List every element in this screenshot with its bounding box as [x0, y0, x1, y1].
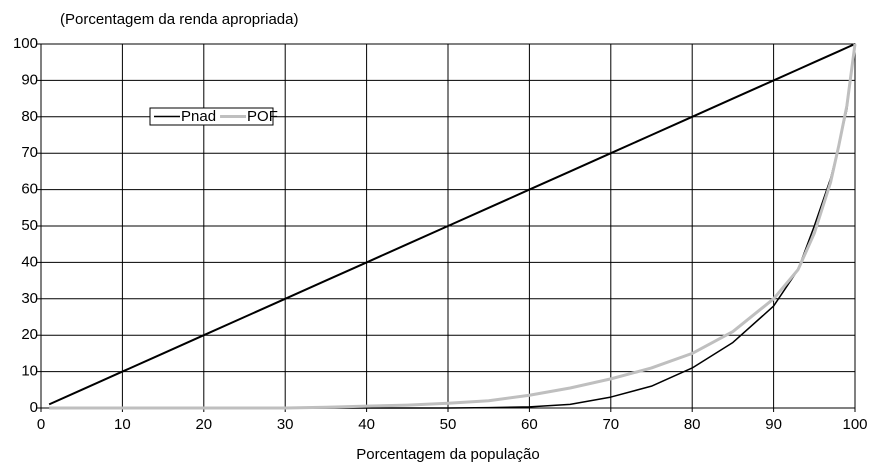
- y-tick-label: 40: [21, 253, 38, 270]
- x-tick-label: 0: [37, 416, 45, 433]
- x-tick-label: 90: [765, 416, 782, 433]
- x-tick-label: 60: [521, 416, 538, 433]
- series-line: [48, 43, 856, 406]
- legend-box: [149, 107, 274, 126]
- y-tick-label: 70: [21, 144, 38, 161]
- y-tick-label: 30: [21, 290, 38, 307]
- legend-label: Pnad: [181, 108, 216, 125]
- y-tick-label: 100: [13, 35, 38, 52]
- y-tick-label: 60: [21, 181, 38, 198]
- x-tick-label: 30: [277, 416, 294, 433]
- x-tick-label: 50: [440, 416, 457, 433]
- x-tick-label: 70: [602, 416, 619, 433]
- series-line: [49, 43, 857, 410]
- y-tick-label: 80: [21, 108, 38, 125]
- x-axis-label: Porcentagem da população: [356, 446, 539, 463]
- x-tick-label: 40: [358, 416, 375, 433]
- x-tick-label: 10: [114, 416, 131, 433]
- y-tick-label: 0: [30, 399, 38, 416]
- x-tick-label: 20: [195, 416, 212, 433]
- y-tick-label: 50: [21, 217, 38, 234]
- chart-title: (Porcentagem da renda apropriada): [60, 11, 298, 28]
- x-tick-label: 80: [684, 416, 701, 433]
- x-tick-label: 100: [842, 416, 867, 433]
- y-tick-label: 90: [21, 71, 38, 88]
- legend-label: POF: [247, 108, 278, 125]
- y-tick-label: 20: [21, 326, 38, 343]
- y-tick-label: 10: [21, 363, 38, 380]
